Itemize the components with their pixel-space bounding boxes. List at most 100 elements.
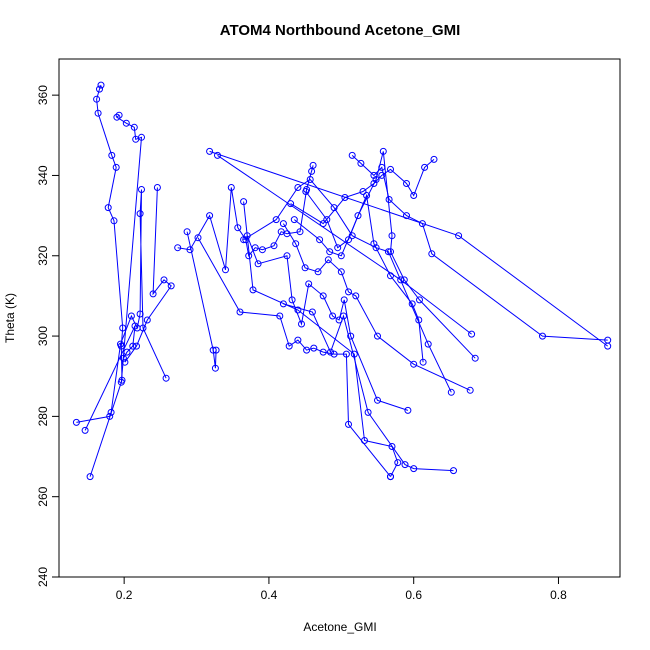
data-point xyxy=(418,220,426,228)
data-point xyxy=(319,220,327,228)
data-point xyxy=(334,244,342,252)
data-point xyxy=(415,316,423,324)
y-tick-label: 240 xyxy=(36,567,50,587)
series-segment xyxy=(81,111,145,434)
data-point xyxy=(310,344,318,352)
series-segment xyxy=(348,151,612,344)
series-segment xyxy=(194,234,394,481)
data-point xyxy=(345,420,352,428)
data-point xyxy=(279,300,287,308)
data-point xyxy=(306,176,314,183)
data-point xyxy=(364,408,372,416)
data-point xyxy=(430,155,438,163)
data-point xyxy=(93,95,101,103)
data-point xyxy=(288,296,296,304)
data-point xyxy=(206,147,214,155)
data-point xyxy=(324,256,332,264)
data-point xyxy=(209,346,217,354)
data-point xyxy=(374,332,381,340)
data-point xyxy=(119,354,127,362)
data-point xyxy=(403,212,410,220)
data-point xyxy=(421,163,429,171)
data-point xyxy=(94,109,102,117)
data-point xyxy=(387,473,394,481)
data-point xyxy=(214,151,221,159)
data-point xyxy=(117,378,125,386)
data-point xyxy=(400,276,408,284)
data-point xyxy=(424,340,432,348)
data-point xyxy=(276,312,284,320)
x-axis-label: Acetone_GMI xyxy=(303,620,376,634)
data-point xyxy=(337,252,345,260)
data-point xyxy=(211,364,219,372)
data-point xyxy=(329,312,337,320)
data-point xyxy=(222,266,229,274)
data-point xyxy=(387,272,394,280)
series-segment xyxy=(279,220,474,394)
series-segment xyxy=(121,184,175,366)
data-point xyxy=(206,212,214,220)
data-point xyxy=(388,443,396,450)
data-point xyxy=(183,228,191,236)
data-point xyxy=(292,240,300,248)
data-point xyxy=(450,467,457,475)
series-line xyxy=(124,187,172,363)
data-point xyxy=(447,388,455,396)
data-point xyxy=(374,396,381,404)
series-line xyxy=(209,150,608,347)
data-point xyxy=(408,300,416,308)
data-point xyxy=(323,216,331,224)
data-point xyxy=(352,292,360,300)
data-point xyxy=(270,242,278,250)
x-tick-label: 0.8 xyxy=(550,588,567,602)
data-point xyxy=(302,188,310,195)
data-point xyxy=(160,276,168,284)
data-point xyxy=(301,264,309,272)
series-line xyxy=(186,231,217,369)
data-point xyxy=(290,216,298,224)
data-point xyxy=(106,412,114,420)
data-point xyxy=(357,159,365,167)
data-point xyxy=(240,198,248,206)
data-point xyxy=(330,350,338,358)
data-point xyxy=(123,348,131,356)
data-point xyxy=(97,81,105,89)
data-point xyxy=(340,312,347,320)
data-point xyxy=(129,342,137,350)
data-point xyxy=(115,111,123,119)
data-point xyxy=(387,165,394,173)
data-point xyxy=(416,296,423,304)
y-axis: 240 260 280 300 320 340 360 xyxy=(36,85,59,587)
series-line xyxy=(197,237,391,477)
series-segment xyxy=(206,147,612,350)
data-point xyxy=(112,163,120,171)
data-point xyxy=(86,473,94,481)
data-point xyxy=(359,188,367,195)
data-point xyxy=(319,348,327,356)
data-point xyxy=(283,252,291,260)
data-point xyxy=(455,232,463,240)
data-point xyxy=(539,332,546,340)
series-segment xyxy=(287,155,438,228)
data-point xyxy=(466,386,474,394)
data-point xyxy=(127,312,135,320)
data-point xyxy=(305,280,313,288)
data-point xyxy=(363,192,371,199)
data-point xyxy=(354,212,362,220)
data-point xyxy=(326,248,334,256)
data-point xyxy=(372,176,380,183)
data-point xyxy=(138,133,145,141)
data-point xyxy=(384,248,392,256)
data-point xyxy=(121,358,129,366)
x-axis: 0.2 0.4 0.6 0.8 xyxy=(116,577,567,602)
data-point xyxy=(347,332,355,340)
plot-area xyxy=(72,81,612,481)
series-line xyxy=(243,178,452,393)
data-point xyxy=(410,465,418,473)
data-point xyxy=(136,310,144,318)
data-point xyxy=(162,374,170,382)
series-line xyxy=(282,223,471,391)
series-segment xyxy=(279,300,457,475)
data-point xyxy=(108,151,116,159)
data-point xyxy=(397,276,405,284)
